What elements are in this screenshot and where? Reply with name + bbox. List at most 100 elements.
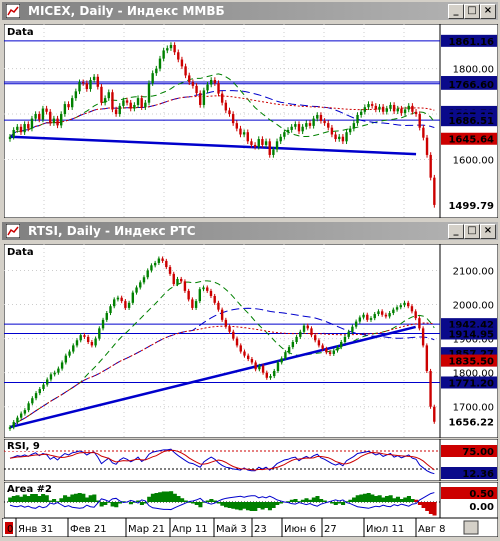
area-bar xyxy=(187,502,192,503)
candle-body xyxy=(220,93,224,103)
area-bar xyxy=(432,502,437,516)
candle-body xyxy=(310,328,313,336)
level-label: 1914.95 xyxy=(448,329,494,340)
candle-body xyxy=(354,321,358,327)
candle-body xyxy=(399,305,402,308)
candle-body xyxy=(341,136,345,142)
minimize-button[interactable]: _ xyxy=(448,224,464,239)
rtsi-titlebar[interactable]: RTSI, Daily - Индекс РТС _ □ × xyxy=(2,222,498,240)
x-axis: 0 Янв 31 Фев 21 Мар 21 Апр 11 Май 3 23 Июн 6 27 И… xyxy=(1,517,499,538)
area-bar xyxy=(264,502,269,508)
candle-body xyxy=(380,311,384,315)
area-bar xyxy=(359,494,364,502)
maximize-button[interactable]: □ xyxy=(464,224,480,239)
rsi-chart[interactable]: 75.00 12.36 RSI, 9 xyxy=(4,439,498,481)
area-panel[interactable]: 0.50 0.00 Area #2 xyxy=(4,482,498,518)
candle-body xyxy=(276,362,280,371)
candle-body xyxy=(157,258,161,263)
area-bar xyxy=(52,499,57,502)
x-tick-label: Мар 21 xyxy=(128,524,165,535)
close-button[interactable]: × xyxy=(480,224,496,239)
area-bar xyxy=(308,499,313,502)
maximize-button[interactable]: □ xyxy=(464,4,480,19)
candle-body xyxy=(345,132,348,142)
candle-body xyxy=(327,123,330,128)
candle-body xyxy=(395,307,399,310)
candle-body xyxy=(325,348,328,353)
moving-average-line xyxy=(9,90,435,138)
candle-body xyxy=(49,111,52,124)
candle-body xyxy=(378,106,381,110)
area-bar xyxy=(114,502,119,508)
chart-icon[interactable] xyxy=(6,4,20,18)
area-bar xyxy=(8,497,13,502)
candle-body xyxy=(79,335,82,341)
candle-body xyxy=(107,92,110,99)
candle-body xyxy=(180,59,184,67)
candle-body xyxy=(188,75,191,83)
y-tick-label: 1700.00 xyxy=(453,403,494,414)
candle-body xyxy=(349,128,352,133)
candle-body xyxy=(74,91,78,99)
area-bar xyxy=(322,500,327,502)
candle-body xyxy=(103,98,107,103)
candle-body xyxy=(433,406,436,422)
candle-body xyxy=(116,297,120,300)
candle-body xyxy=(414,311,417,319)
area-chart[interactable]: 0.50 0.00 Area #2 xyxy=(4,482,498,518)
rtsi-chart[interactable]: 1700.00 1800.00 1900.00 2000.00 2100.00 1942.… xyxy=(4,244,498,438)
area-bar xyxy=(198,502,203,508)
last-label: 1656.22 xyxy=(448,418,494,429)
x-tick-label: 27 xyxy=(324,524,337,535)
area-bar xyxy=(37,496,42,502)
level-label-box xyxy=(441,114,497,127)
area-bar xyxy=(425,502,430,511)
candle-body xyxy=(273,370,276,377)
area-bar xyxy=(245,502,251,511)
candle-body xyxy=(57,368,60,373)
candle-body xyxy=(328,352,332,354)
candle-body xyxy=(370,104,374,106)
y-tick-label: 1900.00 xyxy=(453,335,494,346)
minimize-button[interactable]: _ xyxy=(448,4,464,19)
y-tick-label: 2100.00 xyxy=(453,266,494,277)
chart-icon[interactable] xyxy=(6,224,20,238)
area-bar xyxy=(77,493,82,502)
candle-body xyxy=(94,338,97,346)
candle-body xyxy=(151,73,154,84)
rtsi-chart-panel[interactable]: 1700.00 1800.00 1900.00 2000.00 2100.00 1942.… xyxy=(4,244,498,438)
rsi-line xyxy=(9,448,435,475)
candle-body xyxy=(213,296,216,303)
micex-window: MICEX, Daily - Индекс ММВБ _ □ × 1600.00… xyxy=(0,0,500,240)
x-tick-label: Июн 6 xyxy=(284,524,316,535)
candle-body xyxy=(388,313,391,317)
micex-chart-panel[interactable]: 1600.001700.001800.001861.161770.501766.… xyxy=(4,24,498,218)
candle-body xyxy=(338,136,341,140)
candle-body xyxy=(63,104,67,115)
area-bar xyxy=(26,496,31,502)
area-bar xyxy=(421,502,426,508)
candle-body xyxy=(129,102,132,109)
micex-titlebar[interactable]: MICEX, Daily - Индекс ММВБ _ □ × xyxy=(2,2,498,20)
candle-body xyxy=(153,262,157,266)
x-axis-start-label: 0 xyxy=(7,524,13,535)
candle-body xyxy=(111,92,114,110)
candle-body xyxy=(125,100,129,103)
area-bar xyxy=(132,502,137,503)
candle-body xyxy=(49,374,53,380)
close-button[interactable]: × xyxy=(480,4,496,19)
area-bar xyxy=(128,502,133,505)
candle-body xyxy=(306,325,309,329)
area-bar xyxy=(311,497,316,502)
level-label: 1771.20 xyxy=(448,378,494,389)
micex-chart[interactable]: 1600.001700.001800.001861.161770.501766.… xyxy=(4,24,498,218)
candle-body xyxy=(120,297,123,302)
rsi-panel[interactable]: 75.00 12.36 RSI, 9 xyxy=(4,439,498,481)
scroll-button xyxy=(463,520,479,535)
candle-body xyxy=(127,302,131,308)
area-bar xyxy=(297,501,302,502)
candle-body xyxy=(206,287,209,291)
candle-body xyxy=(359,111,363,115)
rtsi-window-title: RTSI, Daily - Индекс РТС xyxy=(28,224,196,238)
candle-body xyxy=(27,124,30,129)
